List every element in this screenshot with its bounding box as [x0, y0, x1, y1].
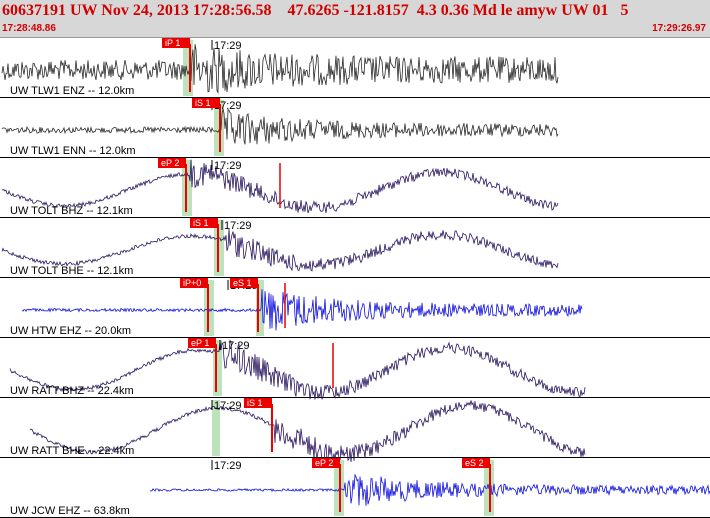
phase-pick-label: iP 1 — [165, 38, 180, 48]
trace-panel[interactable]: 17:29 iP 1 UW TLW1 ENZ -- 12.0km — [0, 38, 710, 98]
phase-pick-label: eP 2 — [161, 158, 179, 168]
window-start-time: 17:28:48.86 — [2, 23, 56, 34]
waveform-trace — [149, 473, 710, 506]
time-tick-label: 17:29 — [224, 220, 252, 232]
phase-pick-tag[interactable] — [190, 218, 218, 228]
trace-panel[interactable]: 17:29 iS 1 UW RATT BHE -- 22.4km — [0, 398, 710, 463]
station-label: UW TLW1 ENN -- 12.0km — [10, 145, 136, 157]
time-tick-label: 17:29 — [214, 460, 242, 472]
event-header: 60637191 UW Nov 24, 2013 17:28:56.58 47.… — [0, 0, 710, 38]
event-title: 60637191 UW Nov 24, 2013 17:28:56.58 47.… — [2, 2, 629, 19]
phase-pick-tag[interactable] — [188, 338, 216, 348]
waveform-trace — [1, 108, 559, 145]
phase-pick-label: eS 2 — [465, 458, 484, 468]
phase-pick-tag[interactable] — [162, 38, 190, 48]
seismogram-panel[interactable]: 17:29 iP 1 UW TLW1 ENZ -- 12.0km 17:29 iS 1 U… — [0, 38, 710, 518]
pick-window-band — [212, 400, 220, 456]
phase-pick-label: iS 1 — [193, 218, 209, 228]
trace-panel[interactable]: 17:29 eP 2 eS 2 UW JCW EHZ -- 63.8km — [0, 458, 710, 518]
phase-pick-label: iS 1 — [195, 98, 211, 108]
phase-pick-tag[interactable] — [158, 158, 186, 168]
phase-pick-tag[interactable] — [192, 98, 220, 108]
station-label: UW TLW1 ENZ -- 12.0km — [10, 85, 134, 97]
station-label: UW TOLT BHZ -- 12.1km — [10, 205, 133, 217]
station-label: UW RATT BHE -- 22.4km — [10, 445, 134, 457]
waveform-trace — [21, 289, 583, 331]
time-tick-label: 17:29 — [214, 400, 242, 412]
waveform-trace — [1, 228, 559, 272]
phase-pick-label: eS 1 — [233, 278, 252, 288]
station-label: UW JCW EHZ -- 63.8km — [10, 505, 130, 517]
waveform-trace — [29, 400, 586, 463]
phase-pick-label: eP 1 — [191, 338, 209, 348]
trace-panel[interactable]: 17:29 eP 1 UW RATT BHZ -- 22.4km — [0, 338, 710, 400]
time-tick-label: 17:29 — [222, 340, 250, 352]
phase-pick-tag[interactable] — [312, 458, 340, 468]
phase-pick-label: iP+0 — [183, 278, 201, 288]
window-end-time: 17:29:26.97 — [652, 23, 706, 34]
station-label: UW RATT BHZ -- 22.4km — [10, 385, 134, 397]
trace-panel[interactable]: 17:29 iS 1 UW TOLT BHE -- 12.1km — [0, 218, 710, 278]
station-label: UW TOLT BHE -- 12.1km — [10, 265, 133, 277]
phase-pick-label: iS 1 — [247, 398, 263, 408]
phase-pick-tag[interactable] — [230, 278, 258, 288]
waveform-trace — [9, 339, 586, 400]
phase-pick-tag[interactable] — [180, 278, 208, 288]
station-label: UW HTW EHZ -- 20.0km — [10, 325, 131, 337]
pick-window-band — [183, 40, 193, 96]
phase-pick-tag[interactable] — [244, 398, 272, 408]
pick-window-band — [213, 340, 222, 396]
phase-pick-tag[interactable] — [462, 458, 490, 468]
time-tick-label: 17:29 — [214, 160, 242, 172]
phase-pick-label: eP 2 — [315, 458, 333, 468]
time-tick-label: 17:29 — [214, 40, 242, 52]
pick-window-band — [256, 280, 264, 336]
waveform-trace — [1, 44, 559, 94]
trace-panel[interactable]: 17:29 eP 2 UW TOLT BHZ -- 12.1km — [0, 158, 710, 218]
